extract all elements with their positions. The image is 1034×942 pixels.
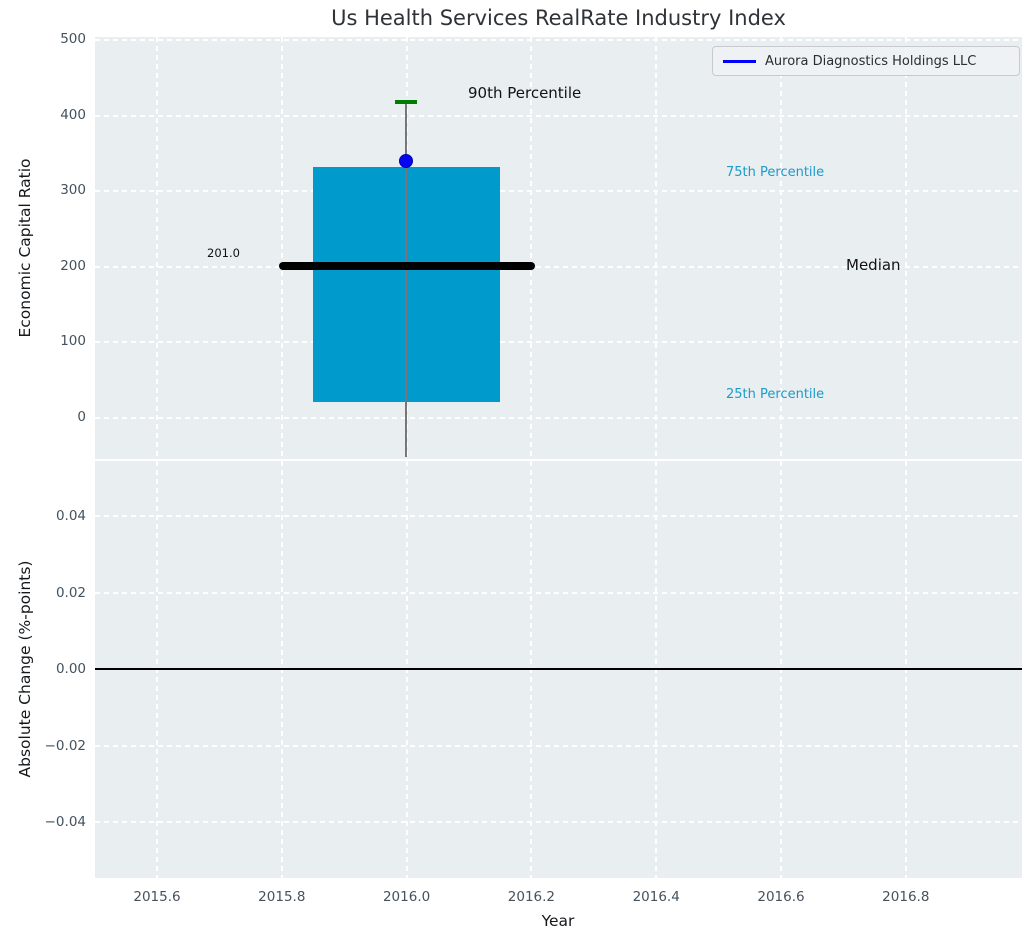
zero-reference-line [95, 668, 1022, 670]
y-tick-label: 400 [60, 106, 86, 123]
top-plot-area [95, 37, 1022, 459]
gridline [95, 265, 1022, 268]
annotation-25th-percentile: 25th Percentile [726, 387, 825, 402]
y-tick-label: 0.02 [55, 584, 86, 601]
company-marker [399, 154, 413, 168]
x-tick-label: 2016.8 [882, 889, 930, 905]
y-tick-label: 100 [60, 333, 86, 349]
annotation-median-value: 201.0 [207, 246, 240, 260]
gridline [95, 341, 1022, 343]
gridline [280, 37, 283, 459]
bottom-y-axis-label: Absolute Change (%-points) [16, 560, 34, 778]
x-tick-label: 2015.6 [133, 889, 181, 905]
y-tick-label: −0.02 [44, 737, 86, 754]
gridline [780, 37, 782, 459]
gridline [95, 515, 1022, 517]
gridline [530, 37, 533, 459]
annotation-90th-percentile: 90th Percentile [468, 84, 582, 102]
gridline [95, 114, 1022, 117]
y-tick-label: −0.04 [44, 814, 86, 830]
y-tick-label: 0.00 [55, 661, 86, 677]
gridline [156, 37, 158, 459]
x-tick-label: 2016.2 [507, 889, 556, 905]
legend-label: Aurora Diagnostics Holdings LLC [765, 53, 977, 69]
y-tick-label: 500 [60, 31, 86, 47]
top-y-axis-label: Economic Capital Ratio [16, 158, 34, 338]
gridline [655, 37, 658, 459]
x-tick-label: 2016.4 [632, 889, 680, 905]
gridline [95, 190, 1022, 192]
gridline [95, 821, 1022, 823]
annotation-median: Median [846, 256, 901, 274]
legend-line-sample-icon [723, 59, 756, 63]
median-line [279, 261, 535, 270]
chart-title: Us Health Services RealRate Industry Ind… [331, 6, 786, 30]
x-tick-label: 2015.8 [258, 889, 306, 905]
gridline [95, 744, 1022, 747]
y-tick-label: 300 [60, 182, 86, 198]
annotation-75th-percentile: 75th Percentile [726, 165, 825, 180]
gridline [904, 37, 907, 459]
legend: Aurora Diagnostics Holdings LLC [712, 46, 1020, 76]
x-tick-label: 2016.0 [382, 889, 431, 905]
gridline [95, 591, 1022, 594]
p90-cap [395, 100, 417, 104]
y-tick-label: 200 [60, 257, 86, 274]
y-tick-label: 0.04 [55, 508, 86, 524]
y-tick-label: 0 [77, 408, 86, 425]
x-axis-label: Year [541, 912, 575, 930]
gridline [95, 416, 1022, 419]
gridline [95, 39, 1022, 41]
whisker-line [405, 101, 407, 457]
x-tick-label: 2016.6 [757, 889, 805, 905]
